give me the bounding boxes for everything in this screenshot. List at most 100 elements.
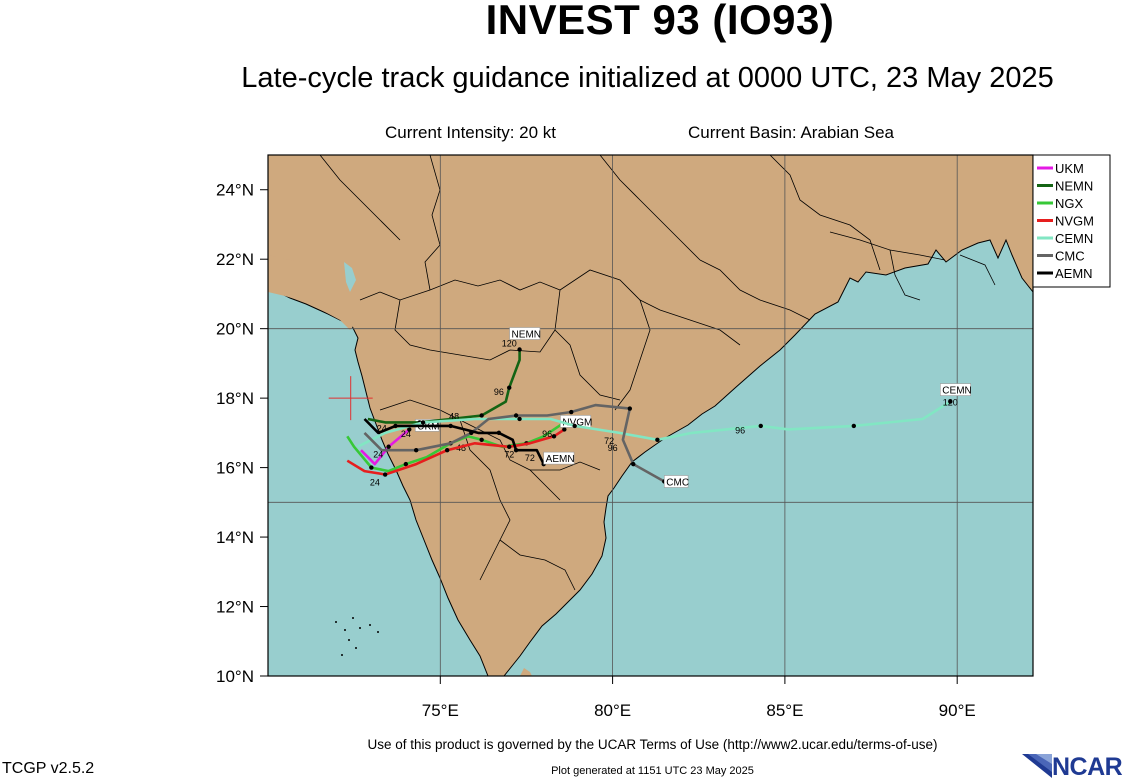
track-point <box>572 423 577 429</box>
track-point <box>407 427 412 432</box>
forecast-hour-label: 24 <box>377 424 387 434</box>
model-tracks: 24UKM244896120NEMN48722496NVGM7296120CEM… <box>346 327 972 488</box>
forecast-hour-label: 24 <box>373 450 383 460</box>
track-point <box>507 385 512 390</box>
map-plot-area: 24UKM244896120NEMN48722496NVGM7296120CEM… <box>216 154 1111 720</box>
lon-tick-label: 85°E <box>766 701 803 720</box>
track-end-label: CEMN <box>942 386 971 397</box>
current-intensity: Current Intensity: 20 kt <box>385 123 557 142</box>
track-line <box>363 418 545 465</box>
track-point <box>551 434 557 439</box>
forecast-hour-label: 72 <box>525 453 535 463</box>
legend-entry: AEMN <box>1055 266 1093 281</box>
track-point <box>655 437 660 443</box>
track-point <box>851 423 857 429</box>
track-point <box>758 423 763 429</box>
axis-labels: 10°N 12°N 14°N 16°N 18°N 20°N 22°N 24°N 75°E 80°E… <box>216 181 976 720</box>
track-point <box>513 413 519 418</box>
forecast-hour-label: 96 <box>542 429 552 439</box>
grid-lines <box>268 155 1033 676</box>
plot-frame <box>267 154 1034 677</box>
lat-tick-label: 24°N <box>216 181 254 200</box>
lat-tick-label: 12°N <box>216 598 254 617</box>
track-point <box>444 448 450 453</box>
legend-entry: NEMN <box>1055 179 1093 194</box>
forecast-hour-label: 72 <box>504 450 514 460</box>
lat-tick-label: 20°N <box>216 320 254 339</box>
forecast-hour-label: 96 <box>608 443 618 453</box>
forecast-hour-label: 48 <box>449 412 459 422</box>
track-nvgm: 24 96 NVGM <box>346 415 592 487</box>
track-line <box>346 428 566 476</box>
track-line <box>363 403 665 483</box>
legend-entry: NVGM <box>1055 214 1094 229</box>
track-aemn: 72 AEMN <box>363 418 575 467</box>
lat-tick-label: 18°N <box>216 389 254 408</box>
track-point <box>403 461 409 467</box>
forecast-hour-label: 96 <box>494 387 504 397</box>
lat-tick-label: 10°N <box>216 667 254 686</box>
current-basin: Current Basin: Arabian Sea <box>688 123 895 142</box>
track-point <box>948 399 953 404</box>
track-end-label: AEMN <box>546 454 575 465</box>
ncar-logo-icon <box>1022 754 1052 778</box>
state-borders <box>319 155 996 591</box>
track-point <box>393 423 398 429</box>
terms-of-use: Use of this product is governed by the U… <box>367 737 938 752</box>
page-title: INVEST 93 (IO93) <box>485 0 835 43</box>
forecast-hour-label: 120 <box>502 339 517 349</box>
legend: UKM NEMN NGX NVGM CEMN CMC AEMN <box>1032 154 1111 288</box>
track-point <box>517 347 522 352</box>
track-end-label-box <box>509 327 541 340</box>
track-point <box>420 420 426 425</box>
track-point <box>448 423 453 429</box>
track-line <box>357 400 951 448</box>
current-position-marker <box>328 376 373 421</box>
sri-lanka <box>520 668 532 676</box>
track-point <box>631 461 636 467</box>
lon-tick-label: 80°E <box>594 701 631 720</box>
version-label: TCGP v2.5.2 <box>2 760 95 777</box>
forecast-hour-label: 96 <box>735 425 745 435</box>
lat-tick-label: 22°N <box>216 250 254 269</box>
track-point <box>496 430 502 436</box>
track-point <box>513 448 519 453</box>
lon-tick-label: 90°E <box>939 701 976 720</box>
track-point <box>413 448 419 453</box>
forecast-hour-label: 24 <box>401 429 411 439</box>
track-point <box>382 472 388 477</box>
forecast-hour-label: 120 <box>943 398 958 408</box>
lon-tick-label: 75°E <box>422 701 459 720</box>
track-point <box>517 416 522 422</box>
legend-entry: CEMN <box>1055 231 1093 246</box>
generated-timestamp: Plot generated at 1151 UTC 23 May 2025 <box>551 765 754 777</box>
track-point <box>369 465 374 470</box>
legend-entry: NGX <box>1055 196 1084 211</box>
legend-entry: CMC <box>1055 249 1085 264</box>
legend-entry: UKM <box>1055 161 1084 176</box>
track-end-label: NEMN <box>512 330 541 341</box>
track-end-label: CMC <box>666 477 689 488</box>
track-end-label-box <box>939 383 971 396</box>
track-point <box>386 444 391 449</box>
track-end-label-box <box>663 475 689 488</box>
gujarat-coast <box>268 255 362 330</box>
track-end-label-box <box>543 451 575 465</box>
forecast-hour-label: 24 <box>370 477 380 487</box>
track-cmc: 24 96 CMC <box>363 403 689 488</box>
lat-tick-label: 14°N <box>216 528 254 547</box>
track-point <box>569 409 574 415</box>
ncar-logo-text: NCAR <box>1052 753 1123 781</box>
track-point <box>562 427 567 432</box>
landmass <box>268 155 1033 676</box>
page-subtitle: Late-cycle track guidance initialized at… <box>241 62 1054 94</box>
track-point <box>627 406 633 411</box>
track-line <box>360 428 411 466</box>
gulf-of-khambhat <box>344 262 356 292</box>
track-end-label: NVGM <box>562 417 592 428</box>
track-point <box>507 444 512 449</box>
lakshadweep-islands <box>335 617 379 656</box>
